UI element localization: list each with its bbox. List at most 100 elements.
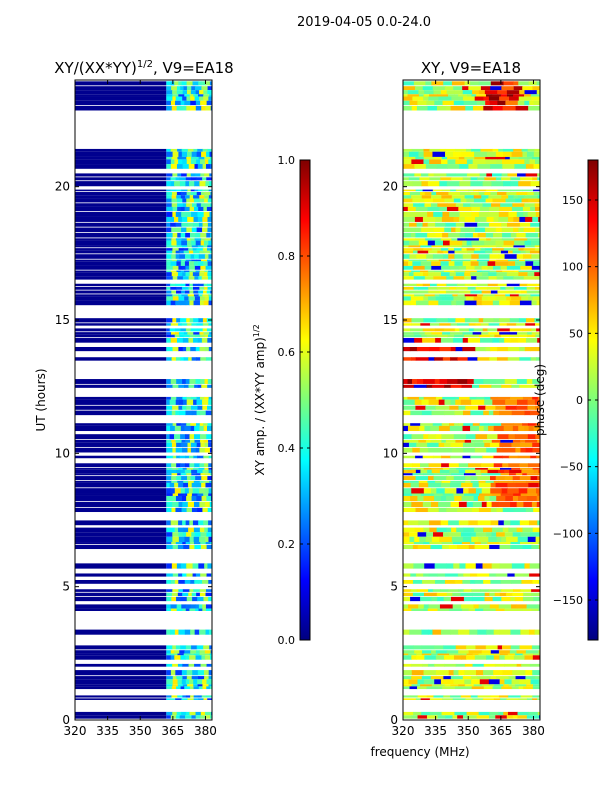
amplitude-cell <box>177 684 184 687</box>
phase-cell <box>527 698 533 700</box>
phase-cell <box>481 488 491 494</box>
phase-cell <box>414 216 424 222</box>
phase-cell <box>478 254 490 259</box>
phase-cell <box>454 423 459 426</box>
phase-cell <box>429 177 441 181</box>
phase-cell <box>513 245 526 248</box>
phase-cell <box>403 670 413 676</box>
phase-cell <box>474 447 487 453</box>
amplitude-cell <box>171 272 179 277</box>
phase-cell <box>494 286 501 290</box>
phase-cell <box>403 480 409 483</box>
amplitude-cell <box>200 203 206 207</box>
amplitude-cell <box>166 232 174 238</box>
amplitude-cell <box>174 488 182 494</box>
amplitude-cell <box>176 442 182 447</box>
amplitude-cell <box>75 482 167 488</box>
amplitude-cell <box>189 679 194 685</box>
amplitude-cell <box>170 177 177 181</box>
phase-cell <box>498 604 512 609</box>
phase-cell <box>503 248 511 251</box>
amplitude-cell <box>178 579 186 584</box>
phase-cell <box>450 189 457 192</box>
phase-cell <box>461 482 474 488</box>
amplitude-cell <box>192 248 197 251</box>
phase-cell <box>412 592 425 597</box>
phase-cell <box>458 629 470 635</box>
phase-cell <box>463 573 471 577</box>
phase-cell <box>530 476 538 481</box>
phase-cell <box>409 532 419 537</box>
amplitude-cell <box>181 294 189 297</box>
amplitude-cell <box>176 338 184 343</box>
phase-cell <box>432 629 442 635</box>
phase-cell <box>428 272 442 277</box>
phase-cell <box>521 296 529 301</box>
phase-cell <box>468 86 482 91</box>
phase-cell <box>417 695 428 698</box>
phase-cell <box>506 272 519 277</box>
phase-cell <box>459 192 466 196</box>
amplitude-cell <box>193 290 199 294</box>
amplitude-cell <box>174 334 180 338</box>
amplitude-cell <box>192 596 198 602</box>
phase-cell <box>403 222 410 227</box>
phase-cell <box>418 482 429 488</box>
phase-cell <box>412 96 424 101</box>
phase-cell <box>509 650 518 654</box>
phase-cell <box>537 711 540 716</box>
phase-cell <box>505 294 511 297</box>
amplitude-cell <box>201 105 206 111</box>
phase-cell <box>538 679 540 685</box>
phase-cell <box>465 192 472 196</box>
phase-cell <box>418 604 425 609</box>
amplitude-cell <box>75 405 167 410</box>
phase-cell <box>441 455 451 459</box>
amplitude-cell <box>200 663 208 667</box>
phase-cell <box>514 238 528 241</box>
amplitude-cell <box>166 90 173 95</box>
phase-cell <box>462 261 472 266</box>
phase-cell <box>414 399 423 405</box>
amplitude-cell <box>180 195 186 199</box>
phase-cell <box>403 468 412 470</box>
amplitude-cell <box>183 250 190 254</box>
amplitude-cell <box>192 670 199 676</box>
phase-cell <box>462 442 475 447</box>
amplitude-cell <box>75 259 167 262</box>
amplitude-cell <box>183 653 188 656</box>
amplitude-cell <box>193 216 199 222</box>
amplitude-cell <box>200 334 206 338</box>
amplitude-cell <box>166 86 172 91</box>
amplitude-cell <box>181 211 186 217</box>
phase-cell <box>434 663 445 667</box>
amplitude-cell <box>186 573 194 577</box>
phase-cell <box>483 579 491 584</box>
amplitude-cell <box>174 425 182 432</box>
phase-cell <box>460 653 468 656</box>
phase-cell <box>451 527 457 533</box>
phase-cell <box>442 357 451 361</box>
amplitude-cell <box>166 507 172 513</box>
amplitude-cell <box>75 357 167 361</box>
phase-cell <box>493 655 500 660</box>
phase-cell <box>439 148 446 152</box>
phase-cell <box>458 520 469 526</box>
amplitude-cell <box>202 686 207 690</box>
amplitude-cell <box>194 265 201 270</box>
phase-cell <box>438 259 452 262</box>
phase-cell <box>420 469 428 474</box>
phase-cell <box>403 536 411 543</box>
phase-cell <box>517 536 529 543</box>
phase-cell <box>433 473 447 476</box>
amplitude-cell <box>171 473 178 476</box>
phase-cell <box>403 164 415 169</box>
amplitude-cell <box>166 290 172 294</box>
amplitude-cell <box>191 715 197 719</box>
phase-cell <box>520 290 528 294</box>
amplitude-cell <box>75 270 167 273</box>
amplitude-cell <box>170 425 176 432</box>
phase-cell <box>532 86 540 91</box>
amplitude-cell <box>171 227 176 233</box>
